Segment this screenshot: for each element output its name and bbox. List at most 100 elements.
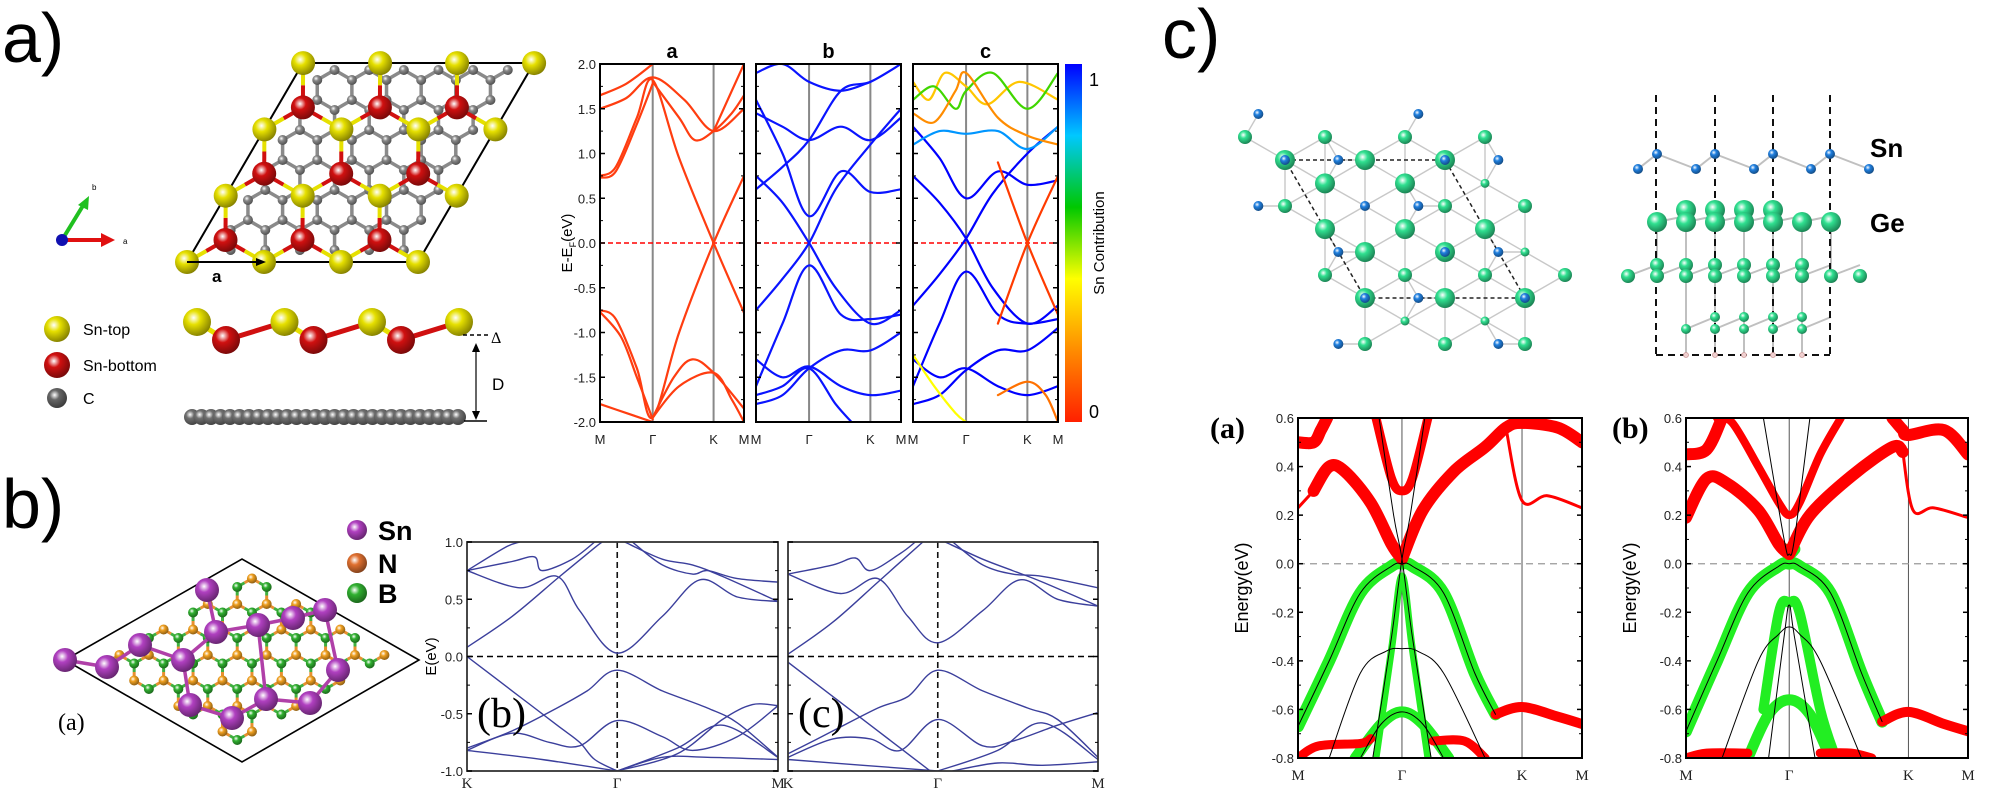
- boron-atom: [217, 658, 228, 669]
- sn-bond: [256, 624, 268, 700]
- band-line: [788, 573, 1098, 644]
- band-line: [913, 270, 1058, 388]
- ge-atom: [1795, 258, 1809, 272]
- band-line: [1768, 604, 1816, 758]
- panel-label-a: a): [2, 0, 64, 77]
- legend-a: Sn-top Sn-bottom C: [44, 316, 157, 408]
- band-line: [913, 70, 1058, 146]
- carbon-atom: [416, 215, 427, 225]
- x-tick-label: K: [783, 776, 794, 791]
- carbon-atom: [416, 95, 427, 105]
- ge-atom: [1520, 247, 1530, 257]
- boron-atom: [291, 684, 302, 694]
- y-tick-label: 0.0: [1276, 557, 1294, 572]
- bond: [1656, 153, 1697, 170]
- ge-atom: [1710, 312, 1720, 322]
- band-line: [913, 71, 1058, 110]
- band-line: [913, 353, 968, 422]
- legend-label: Sn-bottom: [83, 358, 157, 375]
- y-tick-label: 0.4: [1276, 460, 1294, 475]
- carbon-atom: [312, 155, 323, 165]
- sn-atom: [1493, 339, 1504, 349]
- carbon-atom: [398, 105, 409, 115]
- sn-bottom-atom: [367, 95, 392, 120]
- carbon-atom: [312, 95, 323, 105]
- band-line: [1783, 440, 1909, 560]
- band-line: [1758, 595, 1841, 758]
- plot-area: [600, 64, 744, 422]
- sn-atom: [1710, 149, 1720, 159]
- y-tick-label: -0.2: [1272, 605, 1294, 620]
- sn-atom: [1413, 293, 1424, 303]
- y-tick-label: 0.5: [578, 191, 596, 206]
- band-line: [1298, 734, 1376, 758]
- ge-atom: [1315, 219, 1335, 239]
- band-line: [756, 331, 901, 406]
- carbon-atom: [398, 185, 409, 195]
- band-line: [1877, 706, 1968, 737]
- band-line: [788, 542, 916, 575]
- band-line: [467, 655, 618, 771]
- band-line: [944, 542, 1098, 607]
- y-tick-label: -0.4: [1272, 654, 1294, 669]
- boron-atom: [291, 633, 302, 643]
- sn-top-atom: [368, 51, 393, 76]
- boron-atom: [261, 633, 272, 643]
- band-line: [1686, 418, 1729, 461]
- y-tick-label: 1.5: [578, 102, 596, 117]
- subpanel-label: (c): [798, 691, 845, 737]
- bond: [1685, 316, 1716, 330]
- sn-atom: [246, 613, 270, 637]
- ge-atom: [1480, 178, 1490, 188]
- boron-atom: [261, 582, 272, 592]
- nitrogen-atom: [246, 726, 257, 737]
- ge-atom: [1395, 219, 1415, 239]
- x-tick-label: Γ: [1398, 768, 1407, 784]
- carbon-atom: [312, 135, 323, 145]
- band-line: [1372, 572, 1432, 758]
- band-line: [1901, 450, 1968, 520]
- ge-atom: [1737, 258, 1751, 272]
- carbon-atom: [416, 75, 427, 85]
- ge-atom: [1708, 258, 1722, 272]
- carbon-atom: [433, 105, 444, 115]
- carbon-atom: [381, 135, 392, 145]
- band-plot-c-a: -0.8 -0.6 -0.4 -0.2 0.0 0.2 0.4 0.6 M Γ K M Energy(e…: [1210, 411, 1589, 784]
- boron-atom: [173, 633, 184, 643]
- boron-atom: [217, 607, 228, 618]
- band-line: [467, 705, 778, 752]
- carbon-atom: [329, 105, 340, 115]
- sn-atom: [254, 687, 278, 711]
- band-line: [467, 542, 596, 572]
- bond: [1743, 316, 1774, 330]
- x-tick-label: K: [866, 432, 875, 447]
- sn-atom: [1493, 155, 1504, 165]
- x-tick-label: M: [739, 432, 750, 447]
- carbon-atom: [398, 225, 409, 235]
- carbon-atom: [329, 65, 340, 75]
- sn-atom: [53, 648, 77, 672]
- ge-atom: [1478, 268, 1492, 282]
- ge-atom: [1708, 269, 1722, 283]
- sn-atom: [1691, 164, 1701, 174]
- band-line: [756, 112, 901, 142]
- boron-atom: [320, 633, 331, 643]
- x-tick-label: K: [1903, 768, 1914, 784]
- x-tick-label: M: [896, 432, 907, 447]
- nitrogen-atom: [305, 675, 316, 686]
- carbon-atom: [277, 155, 288, 165]
- carbon-atom: [450, 409, 466, 425]
- x-tick-label: M: [595, 432, 606, 447]
- bond: [1364, 320, 1406, 345]
- carbon-atom: [433, 165, 444, 175]
- sn-bottom-atom: [387, 326, 415, 354]
- sn-atom: [1333, 155, 1344, 165]
- ge-atom: [1318, 130, 1332, 144]
- boron-atom: [173, 684, 184, 694]
- triad-b-label: b: [92, 183, 97, 192]
- y-tick-label: 0.4: [1664, 460, 1682, 475]
- carbon-atom: [260, 185, 271, 195]
- band-line: [952, 542, 1098, 589]
- band-line: [600, 76, 744, 133]
- ge-atom: [1795, 269, 1809, 283]
